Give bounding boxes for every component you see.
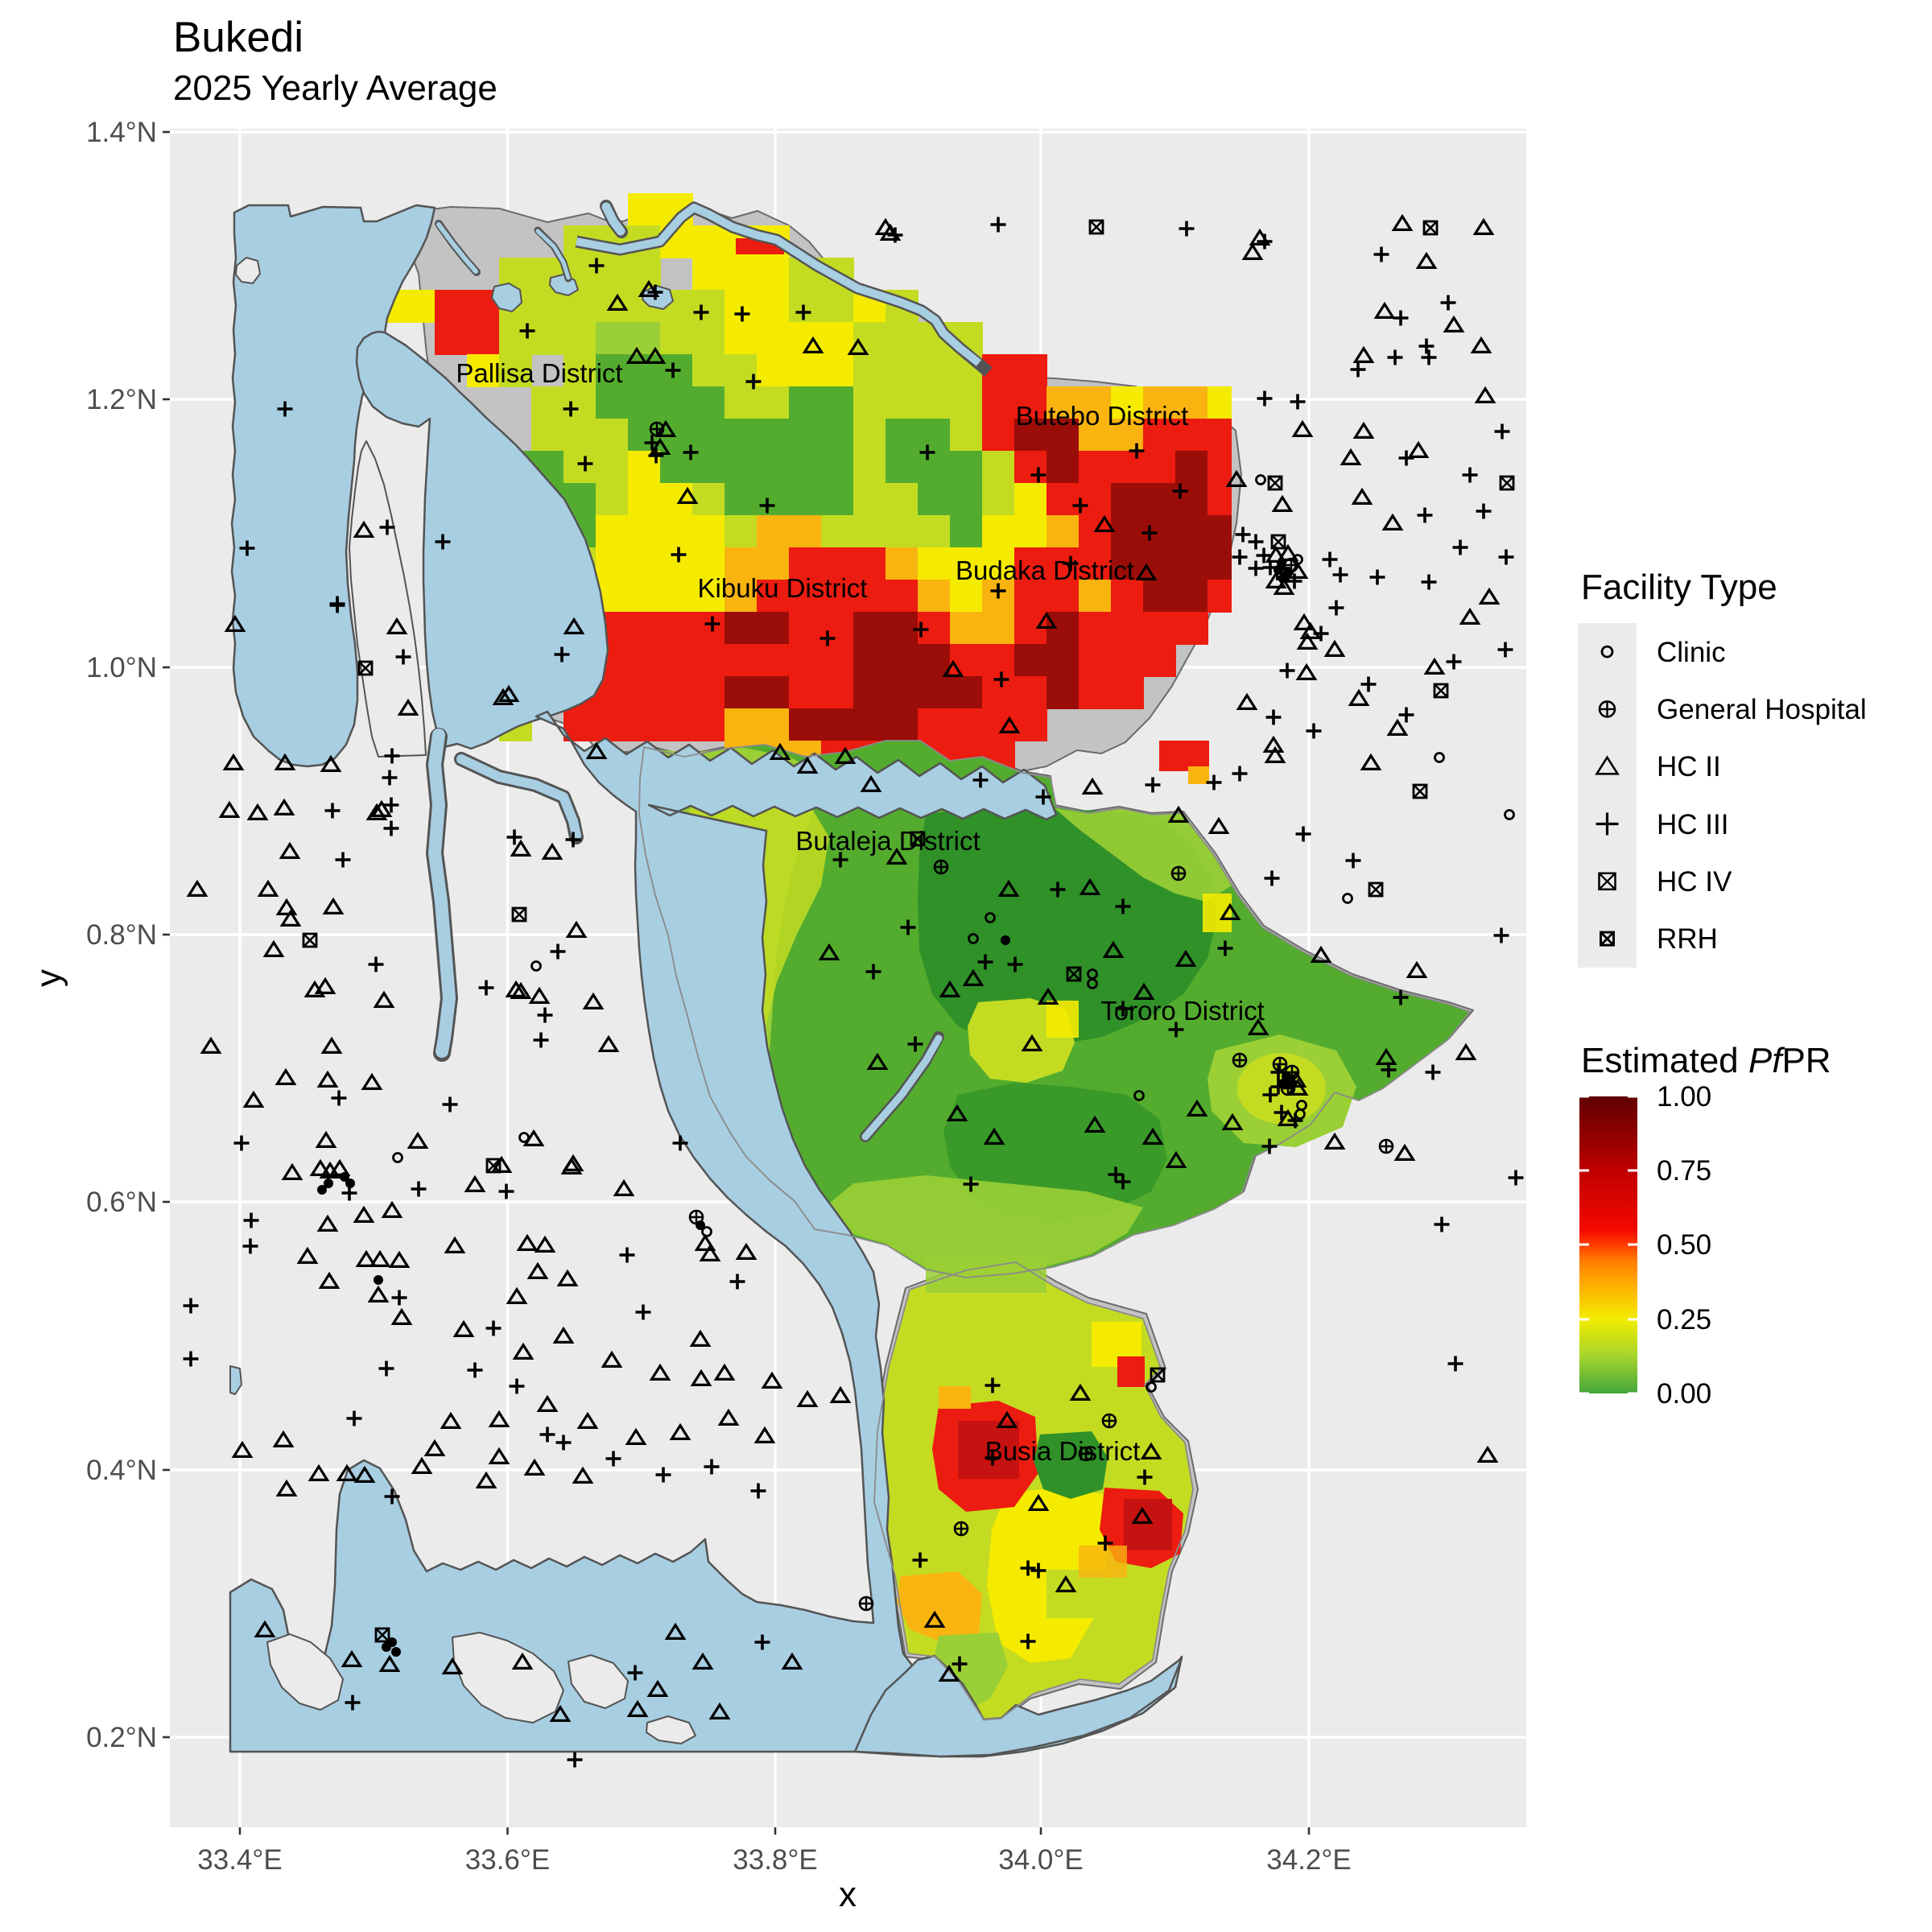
svg-text:Clinic: Clinic bbox=[1657, 637, 1726, 668]
svg-text:0.25: 0.25 bbox=[1657, 1304, 1711, 1335]
svg-text:1.00: 1.00 bbox=[1657, 1081, 1711, 1113]
svg-text:0.75: 0.75 bbox=[1657, 1155, 1711, 1187]
svg-text:RRH: RRH bbox=[1657, 923, 1718, 955]
svg-text:Pallisa District: Pallisa District bbox=[456, 358, 622, 388]
svg-text:1.0°N: 1.0°N bbox=[86, 652, 157, 683]
svg-text:Facility Type: Facility Type bbox=[1581, 568, 1777, 607]
svg-text:33.6°E: 33.6°E bbox=[465, 1844, 550, 1876]
svg-text:Butebo District: Butebo District bbox=[1016, 401, 1189, 431]
svg-text:Busia District: Busia District bbox=[985, 1436, 1141, 1466]
svg-text:0.6°N: 0.6°N bbox=[86, 1187, 157, 1218]
svg-text:34.0°E: 34.0°E bbox=[998, 1844, 1083, 1876]
svg-text:Bukedi: Bukedi bbox=[173, 14, 303, 61]
svg-text:1.2°N: 1.2°N bbox=[86, 384, 157, 415]
svg-text:Kibuku District: Kibuku District bbox=[698, 573, 868, 603]
svg-text:x: x bbox=[839, 1875, 857, 1914]
svg-text:Estimated PfPR: Estimated PfPR bbox=[1581, 1041, 1831, 1080]
svg-text:HC IV: HC IV bbox=[1657, 866, 1732, 898]
svg-text:HC III: HC III bbox=[1657, 809, 1728, 840]
svg-text:0.00: 0.00 bbox=[1657, 1378, 1711, 1410]
svg-text:0.2°N: 0.2°N bbox=[86, 1722, 157, 1753]
svg-text:0.8°N: 0.8°N bbox=[86, 919, 157, 951]
svg-text:0.4°N: 0.4°N bbox=[86, 1455, 157, 1486]
svg-text:0.50: 0.50 bbox=[1657, 1229, 1711, 1261]
svg-text:1.4°N: 1.4°N bbox=[86, 117, 157, 148]
svg-text:Budaka District: Budaka District bbox=[956, 555, 1134, 585]
svg-text:y: y bbox=[29, 969, 68, 987]
svg-text:Butaleja District: Butaleja District bbox=[795, 826, 980, 856]
svg-text:33.4°E: 33.4°E bbox=[197, 1844, 282, 1876]
svg-text:HC II: HC II bbox=[1657, 751, 1721, 782]
svg-text:33.8°E: 33.8°E bbox=[733, 1844, 817, 1876]
svg-text:2025 Yearly Average: 2025 Yearly Average bbox=[173, 68, 497, 108]
svg-text:Tororo District: Tororo District bbox=[1100, 996, 1265, 1026]
svg-text:34.2°E: 34.2°E bbox=[1266, 1844, 1351, 1876]
svg-text:General Hospital: General Hospital bbox=[1657, 694, 1867, 725]
